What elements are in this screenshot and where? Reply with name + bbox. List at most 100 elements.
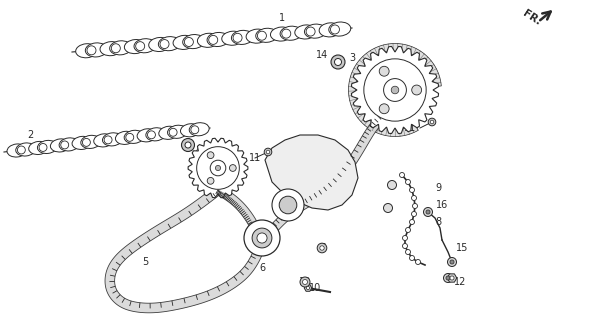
Circle shape <box>207 152 214 158</box>
Ellipse shape <box>124 130 144 143</box>
Ellipse shape <box>94 134 113 147</box>
Text: 8: 8 <box>435 217 441 227</box>
Circle shape <box>147 131 156 139</box>
Circle shape <box>447 258 457 267</box>
Circle shape <box>384 79 406 101</box>
Circle shape <box>300 277 310 287</box>
Text: 12: 12 <box>454 277 466 287</box>
Ellipse shape <box>72 136 92 149</box>
Circle shape <box>233 33 242 42</box>
Ellipse shape <box>183 35 205 49</box>
Circle shape <box>317 243 327 253</box>
Ellipse shape <box>29 141 49 155</box>
Circle shape <box>244 220 280 256</box>
Circle shape <box>210 160 226 176</box>
Circle shape <box>266 150 270 154</box>
Circle shape <box>135 42 145 51</box>
Circle shape <box>412 212 416 217</box>
Polygon shape <box>188 138 248 198</box>
Circle shape <box>39 143 47 151</box>
Circle shape <box>384 204 393 212</box>
Circle shape <box>306 27 315 36</box>
Polygon shape <box>304 285 312 291</box>
Circle shape <box>412 85 422 95</box>
Circle shape <box>364 59 426 121</box>
Circle shape <box>126 133 134 141</box>
Circle shape <box>331 55 345 69</box>
Circle shape <box>409 255 415 260</box>
Polygon shape <box>447 274 457 282</box>
Circle shape <box>272 189 304 221</box>
Circle shape <box>182 139 194 151</box>
Circle shape <box>252 228 272 248</box>
Circle shape <box>446 276 450 280</box>
Circle shape <box>302 279 308 284</box>
Circle shape <box>409 220 415 225</box>
Circle shape <box>197 147 239 189</box>
Text: 3: 3 <box>349 53 355 63</box>
Ellipse shape <box>146 128 166 141</box>
Text: 7: 7 <box>319 243 325 253</box>
Text: 14: 14 <box>316 50 328 60</box>
Circle shape <box>426 210 430 214</box>
Ellipse shape <box>173 35 195 49</box>
Circle shape <box>184 37 194 46</box>
Text: 16: 16 <box>436 200 448 210</box>
Text: 2: 2 <box>27 130 33 140</box>
Polygon shape <box>352 46 438 133</box>
Circle shape <box>415 260 421 265</box>
Ellipse shape <box>232 30 254 44</box>
Ellipse shape <box>103 133 122 146</box>
Circle shape <box>403 236 407 241</box>
Circle shape <box>257 31 267 40</box>
Circle shape <box>307 286 309 290</box>
Ellipse shape <box>189 123 209 136</box>
Circle shape <box>403 244 407 249</box>
Text: FR.: FR. <box>521 9 543 28</box>
Ellipse shape <box>159 126 179 140</box>
Ellipse shape <box>81 135 101 148</box>
Ellipse shape <box>37 140 58 154</box>
Ellipse shape <box>137 129 157 142</box>
Ellipse shape <box>134 39 156 53</box>
Text: 4: 4 <box>195 147 201 157</box>
Ellipse shape <box>16 143 36 156</box>
Ellipse shape <box>197 33 219 47</box>
Ellipse shape <box>305 24 327 38</box>
Circle shape <box>279 196 297 214</box>
Text: 13: 13 <box>299 277 311 287</box>
Ellipse shape <box>207 32 229 46</box>
Circle shape <box>104 136 112 144</box>
Circle shape <box>412 204 418 209</box>
Circle shape <box>185 142 191 148</box>
Text: 9: 9 <box>435 183 441 193</box>
Text: 14: 14 <box>172 130 184 140</box>
Circle shape <box>430 120 434 124</box>
Ellipse shape <box>75 44 97 58</box>
Circle shape <box>282 29 290 38</box>
Text: 1: 1 <box>279 13 285 23</box>
Circle shape <box>87 46 96 55</box>
Circle shape <box>169 128 177 136</box>
Ellipse shape <box>159 36 181 51</box>
Circle shape <box>160 40 169 49</box>
Circle shape <box>229 164 236 172</box>
Circle shape <box>83 139 90 146</box>
Circle shape <box>17 146 26 154</box>
Text: 6: 6 <box>259 263 265 273</box>
Text: 15: 15 <box>456 243 468 253</box>
Circle shape <box>406 228 410 233</box>
Circle shape <box>450 276 454 280</box>
Circle shape <box>207 178 214 184</box>
Text: 5: 5 <box>142 257 148 267</box>
Ellipse shape <box>270 27 292 41</box>
Circle shape <box>264 148 272 156</box>
Ellipse shape <box>100 42 122 56</box>
Ellipse shape <box>256 28 278 42</box>
Circle shape <box>257 233 267 243</box>
Circle shape <box>208 36 218 44</box>
Polygon shape <box>265 135 358 210</box>
Ellipse shape <box>7 144 27 157</box>
Ellipse shape <box>50 139 70 152</box>
Ellipse shape <box>246 29 268 43</box>
